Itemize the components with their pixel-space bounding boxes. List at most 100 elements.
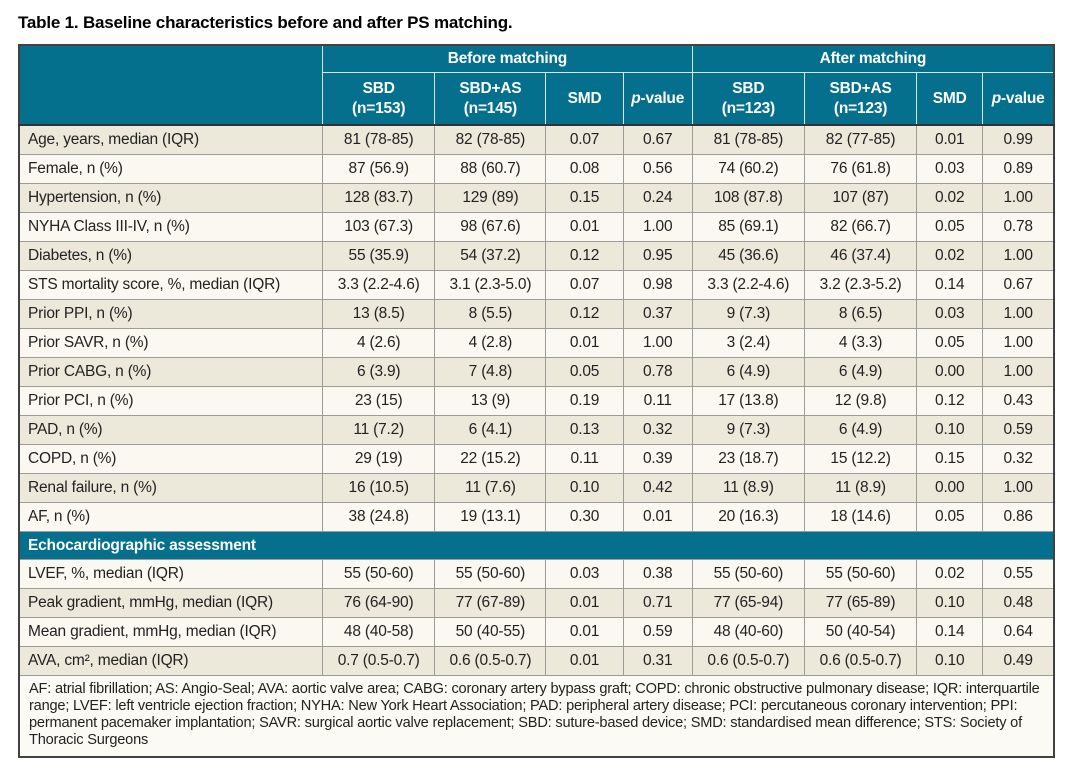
row-label: PAD, n (%) [18, 415, 324, 445]
table-cell: 0.24 [622, 183, 693, 213]
table-cell: 0.00 [916, 473, 984, 503]
table-cell: 11 (8.9) [803, 473, 918, 503]
table-cell: 55 (50-60) [691, 559, 805, 589]
table-cell: 1.00 [982, 299, 1055, 329]
table-cell: 15 (12.2) [803, 444, 918, 474]
col-header-p-value-after: p-value [982, 72, 1055, 126]
row-label: Female, n (%) [18, 154, 324, 184]
table-cell: 0.99 [982, 124, 1055, 155]
table-cell: 7 (4.8) [434, 357, 547, 387]
table-cell: 0.01 [545, 617, 624, 647]
table-cell: 0.15 [916, 444, 984, 474]
row-label: Hypertension, n (%) [18, 183, 324, 213]
col-header-sbd-after: SBD (n=123) [691, 72, 805, 126]
table-cell: 107 (87) [803, 183, 918, 213]
row-label: AF, n (%) [18, 502, 324, 532]
table-cell: 20 (16.3) [691, 502, 805, 532]
table-cell: 3 (2.4) [691, 328, 805, 358]
table-row: Female, n (%) 87 (56.9) 88 (60.7) 0.08 0.56 7… [18, 154, 1055, 184]
col-header-sbd-as-before: SBD+AS (n=145) [434, 72, 547, 126]
table-cell: 82 (78-85) [434, 124, 547, 155]
table-cell: 29 (19) [322, 444, 436, 474]
table-cell: 128 (83.7) [322, 183, 436, 213]
table-cell: 0.05 [916, 502, 984, 532]
table-row: PAD, n (%) 11 (7.2) 6 (4.1) 0.13 0.32 9 (7.3)… [18, 415, 1055, 445]
table-cell: 12 (9.8) [803, 386, 918, 416]
table-cell: 46 (37.4) [803, 241, 918, 271]
table-cell: 6 (4.9) [803, 357, 918, 387]
table-cell: 0.56 [622, 154, 693, 184]
table-cell: 0.67 [622, 124, 693, 155]
table-cell: 87 (56.9) [322, 154, 436, 184]
table-cell: 74 (60.2) [691, 154, 805, 184]
table-cell: 0.13 [545, 415, 624, 445]
table-cell: 3.1 (2.3-5.0) [434, 270, 547, 300]
row-label: Peak gradient, mmHg, median (IQR) [18, 588, 324, 618]
table-cell: 0.95 [622, 241, 693, 271]
table-cell: 85 (69.1) [691, 212, 805, 242]
header-group-row: Before matching After matching [18, 44, 1055, 126]
table-cell: 98 (67.6) [434, 212, 547, 242]
row-label: Renal failure, n (%) [18, 473, 324, 503]
table-cell: 4 (2.6) [322, 328, 436, 358]
table-cell: 50 (40-55) [434, 617, 547, 647]
table-cell: 0.59 [982, 415, 1055, 445]
table-cell: 77 (67-89) [434, 588, 547, 618]
table-cell: 76 (61.8) [803, 154, 918, 184]
table-cell: 0.02 [916, 183, 984, 213]
table-cell: 81 (78-85) [691, 124, 805, 155]
table-cell: 0.07 [545, 124, 624, 155]
table-cell: 0.15 [545, 183, 624, 213]
table-cell: 55 (35.9) [322, 241, 436, 271]
table-row: AF, n (%) 38 (24.8) 19 (13.1) 0.30 0.01 20 (1… [18, 502, 1055, 532]
table-cell: 0.02 [916, 241, 984, 271]
table-row: STS mortality score, %, median (IQR) 3.3 … [18, 270, 1055, 300]
table-cell: 0.01 [545, 328, 624, 358]
page-title: Table 1. Baseline characteristics before… [18, 13, 513, 32]
table-cell: 16 (10.5) [322, 473, 436, 503]
row-label: Age, years, median (IQR) [18, 124, 324, 155]
table-cell: 17 (13.8) [691, 386, 805, 416]
table-cell: 1.00 [982, 241, 1055, 271]
table-cell: 38 (24.8) [322, 502, 436, 532]
table-cell: 55 (50-60) [434, 559, 547, 589]
table-cell: 0.59 [622, 617, 693, 647]
table-cell: 0.10 [916, 415, 984, 445]
table-cell: 55 (50-60) [803, 559, 918, 589]
table-row: Prior CABG, n (%) 6 (3.9) 7 (4.8) 0.05 0.78 6… [18, 357, 1055, 387]
table-cell: 0.55 [982, 559, 1055, 589]
table-cell: 0.02 [916, 559, 984, 589]
table-row: AVA, cm², median (IQR) 0.7 (0.5-0.7) 0.6 (… [18, 646, 1055, 676]
table-cell: 0.42 [622, 473, 693, 503]
table-row: Mean gradient, mmHg, median (IQR) 48 (40-… [18, 617, 1055, 647]
table-cell: 0.11 [622, 386, 693, 416]
footnote-row: AF: atrial fibrillation; AS: Angio-Seal;… [18, 675, 1055, 758]
table-cell: 0.14 [916, 270, 984, 300]
table-cell: 103 (67.3) [322, 212, 436, 242]
table-cell: 0.03 [545, 559, 624, 589]
table-cell: 3.3 (2.2-4.6) [691, 270, 805, 300]
table-cell: 22 (15.2) [434, 444, 547, 474]
table-cell: 0.10 [916, 646, 984, 676]
table-cell: 0.64 [982, 617, 1055, 647]
table-row: Peak gradient, mmHg, median (IQR) 76 (64-… [18, 588, 1055, 618]
table-cell: 54 (37.2) [434, 241, 547, 271]
col-header-sbd-before: SBD (n=153) [322, 72, 436, 126]
table-cell: 50 (40-54) [803, 617, 918, 647]
table-cell: 0.89 [982, 154, 1055, 184]
col-header-p-value-before: p-value [622, 72, 693, 126]
table-cell: 0.98 [622, 270, 693, 300]
table-cell: 0.49 [982, 646, 1055, 676]
table-cell: 23 (15) [322, 386, 436, 416]
table-cell: 11 (8.9) [691, 473, 805, 503]
table-cell: 0.39 [622, 444, 693, 474]
table-cell: 18 (14.6) [803, 502, 918, 532]
table-cell: 0.05 [545, 357, 624, 387]
table-cell: 0.7 (0.5-0.7) [322, 646, 436, 676]
table-cell: 1.00 [982, 328, 1055, 358]
table-cell: 0.38 [622, 559, 693, 589]
row-label: STS mortality score, %, median (IQR) [18, 270, 324, 300]
table-cell: 0.01 [545, 588, 624, 618]
row-label: Prior CABG, n (%) [18, 357, 324, 387]
